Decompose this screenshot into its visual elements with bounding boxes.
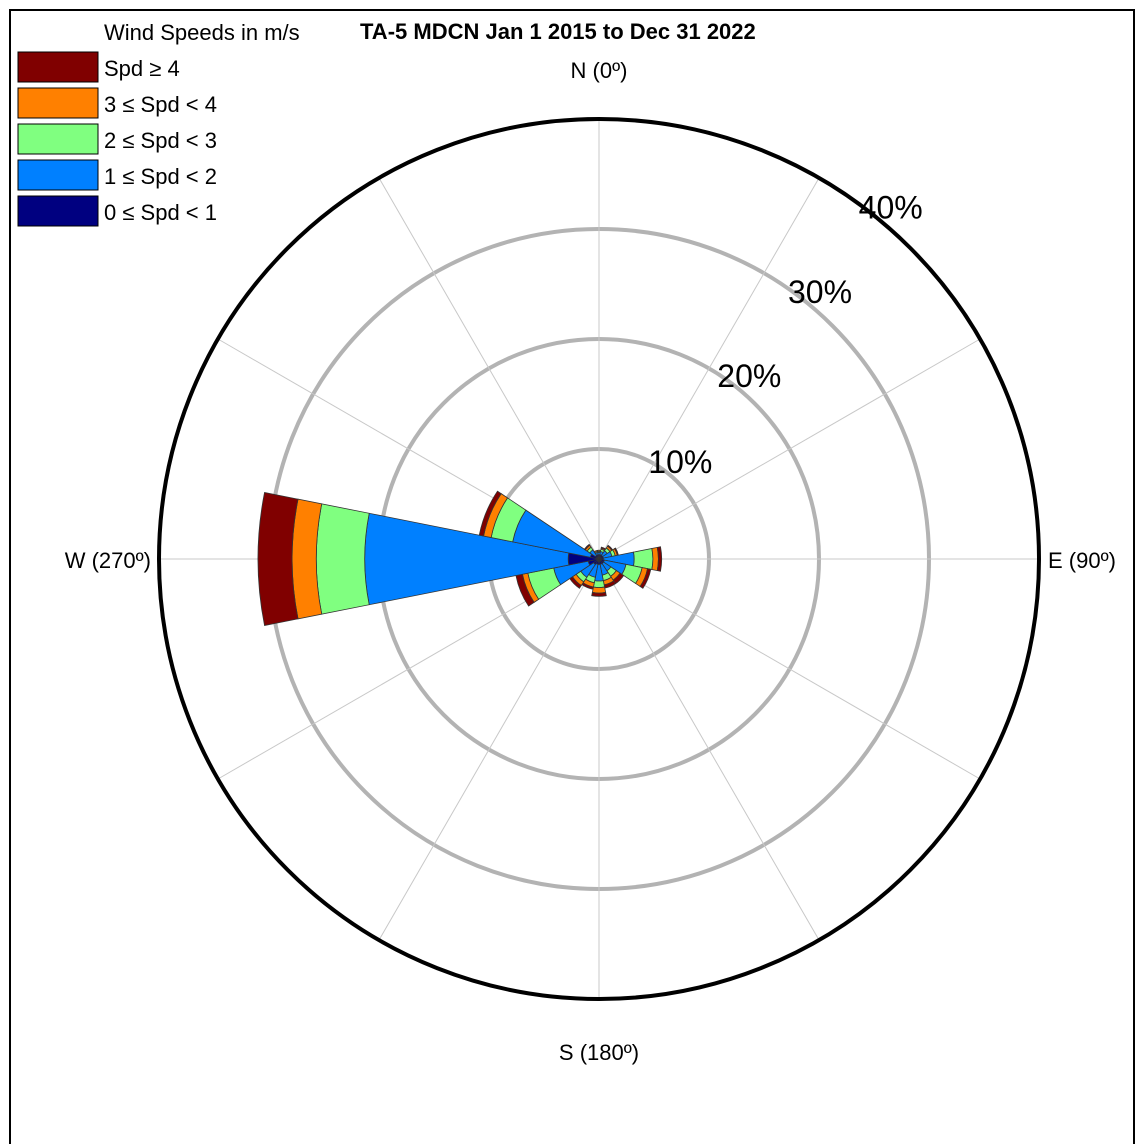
south-label: S (180º): [559, 1040, 639, 1065]
legend-title: Wind Speeds in m/s: [104, 20, 300, 45]
direction-spokes: [159, 119, 1039, 999]
legend-swatch-0: [17, 51, 99, 83]
legend-label-0: Spd ≥ 4: [104, 56, 180, 81]
percent-label-30: 30%: [788, 274, 852, 310]
legend-label-2: 2 ≤ Spd < 3: [104, 128, 217, 153]
percent-label-20: 20%: [717, 358, 781, 394]
figure-frame: [9, 9, 1135, 1144]
legend-swatch-2: [17, 123, 99, 155]
wedge-337.5-series-3: [593, 549, 598, 554]
wedge-270-series-4: [257, 491, 299, 627]
spoke-330: [378, 177, 600, 560]
legend-swatch-1: [17, 87, 99, 119]
percent-label-40: 40%: [859, 190, 923, 226]
spoke-210: [378, 558, 600, 941]
outer-ring: [157, 117, 1041, 1001]
wedge-315-series-4: [583, 543, 591, 551]
legend-label-3: 1 ≤ Spd < 2: [104, 164, 217, 189]
wedge-270-series-2: [315, 503, 370, 615]
legend-swatch-3: [17, 159, 99, 191]
chart-title: TA-5 MDCN Jan 1 2015 to Dec 31 2022: [360, 19, 756, 44]
wedge-180-series-2: [592, 580, 606, 588]
east-label: E (90º): [1048, 548, 1116, 573]
wedge-180-series-4: [591, 591, 607, 597]
wind-wedges: [257, 490, 663, 627]
wedge-112.5-series-4: [639, 568, 652, 589]
legend-label-1: 3 ≤ Spd < 4: [104, 92, 217, 117]
legend-swatch-4: [17, 195, 99, 227]
spoke-60: [598, 338, 981, 560]
wedge-292.5-series-4: [478, 490, 502, 537]
percent-labels: 10% 20% 30% 40%: [648, 190, 922, 480]
wedge-90-series-3: [651, 546, 659, 572]
west-label: W (270º): [65, 548, 151, 573]
legend-label-4: 0 ≤ Spd < 1: [104, 200, 217, 225]
north-label: N (0º): [571, 58, 628, 83]
spoke-30: [598, 177, 820, 560]
spoke-150: [598, 558, 820, 941]
wedge-180-series-3: [591, 586, 607, 594]
percent-label-10: 10%: [648, 444, 712, 480]
spoke-120: [598, 558, 981, 780]
legend: Spd ≥ 4 3 ≤ Spd < 4 2 ≤ Spd < 3 1 ≤ Spd < 2…: [17, 51, 217, 227]
wedge-90-series-4: [656, 546, 663, 572]
